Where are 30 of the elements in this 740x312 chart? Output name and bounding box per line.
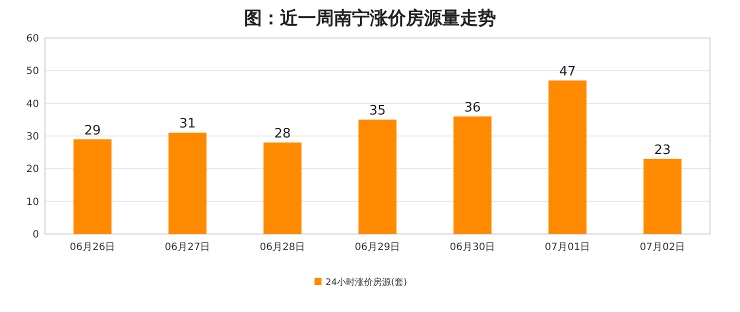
data-label: 31	[179, 116, 196, 132]
x-tick-label: 06月29日	[354, 242, 400, 253]
x-tick-label: 06月26日	[70, 242, 116, 253]
bar	[358, 120, 396, 234]
bar	[168, 132, 206, 234]
x-tick-label: 06月30日	[450, 242, 496, 253]
data-label: 28	[274, 126, 291, 142]
y-tick-label: 30	[26, 132, 39, 142]
bar	[644, 158, 682, 234]
bar	[548, 80, 586, 234]
y-tick-label: 0	[32, 230, 39, 240]
data-label: 36	[464, 100, 481, 116]
x-tick-label: 06月27日	[164, 242, 210, 253]
data-label: 47	[559, 64, 576, 80]
data-label: 35	[369, 104, 386, 119]
x-tick-label: 07月02日	[640, 242, 686, 253]
chart-title: 图：近一周南宁涨价房源量走势	[244, 8, 496, 29]
y-tick-label: 10	[26, 196, 39, 208]
y-tick-label: 40	[26, 98, 39, 110]
y-tick-label: 50	[26, 66, 39, 78]
bar	[74, 139, 112, 234]
y-tick-label: 60	[26, 34, 39, 44]
x-tick-label: 07月01日	[544, 242, 590, 253]
data-label: 29	[84, 123, 101, 138]
bar	[264, 142, 302, 234]
bar	[454, 116, 492, 234]
x-tick-label: 06月28日	[260, 242, 306, 253]
y-tick-label: 20	[26, 164, 39, 176]
legend-label: 24小时涨价房源(套)	[326, 277, 407, 288]
data-label: 23	[654, 142, 671, 158]
